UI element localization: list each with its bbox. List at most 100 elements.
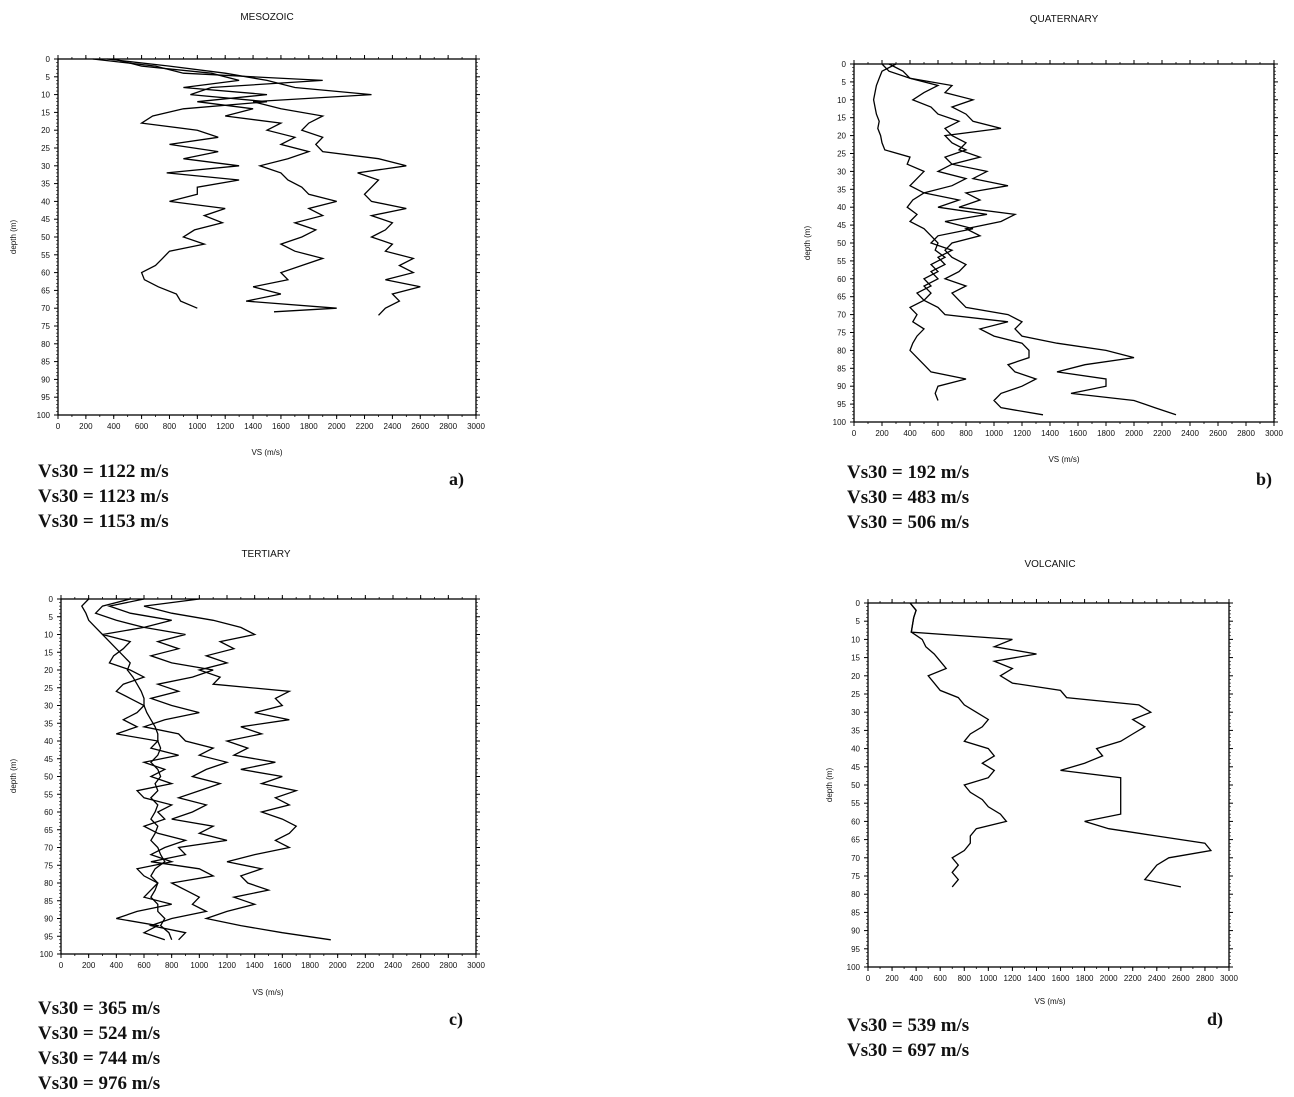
y-tick-label: 20 [41,126,50,135]
vs30-line: Vs30 = 1122 m/s [38,461,169,482]
y-tick-label: 25 [44,684,53,693]
vs30-line: Vs30 = 483 m/s [847,487,970,508]
y-tick-label: 60 [41,269,50,278]
y-tick-label: 40 [44,737,53,746]
x-tick-label: 0 [866,974,871,983]
x-tick-label: 600 [931,429,945,438]
vs30-line: Vs30 = 976 m/s [38,1073,161,1094]
x-tick-label: 1400 [1041,429,1059,438]
y-tick-label: 90 [41,375,50,384]
x-tick-label: 2800 [439,422,457,431]
chart-plot-c: 0 200 400 600 800 1000 1200 1400 1600 1800 2000 220… [40,595,485,970]
y-tick-label: 5 [856,617,861,626]
y-tick-label: 40 [851,745,860,754]
x-tick-label: 1200 [216,422,234,431]
y-tick-label: 60 [837,275,846,284]
y-tick-label: 95 [44,932,53,941]
x-tick-label: 1400 [244,422,262,431]
y-tick-label: 35 [837,185,846,194]
x-axis-label: VS (m/s) [251,448,282,457]
x-tick-label: 400 [903,429,917,438]
y-tick-label: 65 [837,293,846,302]
x-tick-label: 1200 [1004,974,1022,983]
panel-label: a) [449,469,464,489]
y-tick-label: 55 [41,251,50,260]
vs30-line: Vs30 = 192 m/s [847,462,970,483]
y-tick-label: 15 [44,648,53,657]
y-tick-label: 20 [837,132,846,141]
y-tick-label: 65 [41,286,50,295]
vs30-line: Vs30 = 524 m/s [38,1023,161,1044]
y-tick-label: 50 [41,233,50,242]
x-axis-label: VS (m/s) [1034,997,1065,1006]
y-tick-label: 0 [856,599,861,608]
vs30-line: Vs30 = 1123 m/s [38,486,169,507]
y-tick-label: 70 [41,304,50,313]
x-tick-label: 200 [885,974,899,983]
x-tick-label: 2200 [356,961,374,970]
y-tick-label: 40 [41,197,50,206]
x-tick-label: 3000 [467,961,485,970]
x-tick-label: 1400 [246,961,264,970]
y-tick-label: 35 [851,726,860,735]
y-tick-label: 70 [44,844,53,853]
chart-svg-a: MESOZOIC 0 200 400 600 800 1000 1200 1400 1600 18… [9,12,485,457]
vs30-list: Vs30 = 192 m/s Vs30 = 483 m/s Vs30 = 506… [847,460,969,535]
y-tick-label: 60 [851,817,860,826]
chart-plot-b: 0 200 400 600 800 1000 1200 1400 1600 1800 2000 220… [833,60,1283,438]
x-tick-label: 2000 [1100,974,1118,983]
vs30-line: Vs30 = 506 m/s [847,512,970,533]
y-tick-label: 60 [44,808,53,817]
x-tick-label: 400 [110,961,124,970]
y-tick-label: 10 [837,96,846,105]
y-tick-label: 85 [837,364,846,373]
y-tick-label: 65 [851,836,860,845]
y-tick-label: 75 [851,872,860,881]
x-tick-label: 1000 [188,422,206,431]
x-tick-label: 2200 [1153,429,1171,438]
y-tick-label: 45 [837,221,846,230]
vs-profile-line-2 [113,58,337,313]
x-tick-label: 2800 [439,961,457,970]
y-tick-label: 30 [851,708,860,717]
x-tick-label: 1200 [218,961,236,970]
x-tick-label: 0 [852,429,857,438]
y-tick-label: 100 [847,963,861,972]
x-tick-label: 2400 [384,422,402,431]
x-axis-label: VS (m/s) [1048,455,1079,464]
x-tick-label: 2600 [1209,429,1227,438]
vs-profile-line-2 [888,63,1044,416]
y-tick-label: 90 [851,927,860,936]
y-tick-label: 35 [44,719,53,728]
plot-frame [853,63,1275,423]
x-tick-label: 1800 [1076,974,1094,983]
y-tick-label: 25 [851,690,860,699]
x-tick-label: 3000 [1220,974,1238,983]
y-tick-label: 15 [851,654,860,663]
chart-svg-b: QUATERNARY 0 200 400 600 800 1000 1200 1400 1600… [803,14,1283,464]
x-tick-label: 1800 [1097,429,1115,438]
y-tick-label: 100 [40,950,54,959]
vs-profile-line-1 [872,63,967,401]
chart-panel-d: VOLCANIC 0 200 400 600 800 1000 1200 1400 1600 18… [810,540,1294,1097]
chart-panel-a: MESOZOIC 0 200 400 600 800 1000 1200 1400 1600 18… [0,0,560,540]
vs-profile-line-2 [94,598,188,941]
y-tick-label: 55 [851,799,860,808]
y-tick-label: 10 [851,635,860,644]
x-tick-label: 600 [934,974,948,983]
y-tick-label: 10 [41,91,50,100]
y-tick-label: 85 [851,908,860,917]
vs30-line: Vs30 = 539 m/s [847,1015,970,1036]
y-tick-label: 25 [837,150,846,159]
x-tick-label: 800 [959,429,973,438]
chart-svg-c: TERTIARY 0 200 400 600 800 1000 1200 1400 1600 18… [9,549,485,997]
y-tick-label: 80 [41,340,50,349]
x-tick-label: 800 [165,961,179,970]
chart-svg-d: VOLCANIC 0 200 400 600 800 1000 1200 1400 1600 18… [825,559,1238,1006]
vs30-list: Vs30 = 1122 m/s Vs30 = 1123 m/s Vs30 = 1… [38,459,169,534]
x-tick-label: 2400 [384,961,402,970]
x-tick-label: 1200 [1013,429,1031,438]
vs-profile-line-3 [106,598,230,941]
y-tick-label: 85 [44,897,53,906]
x-tick-label: 1000 [190,961,208,970]
